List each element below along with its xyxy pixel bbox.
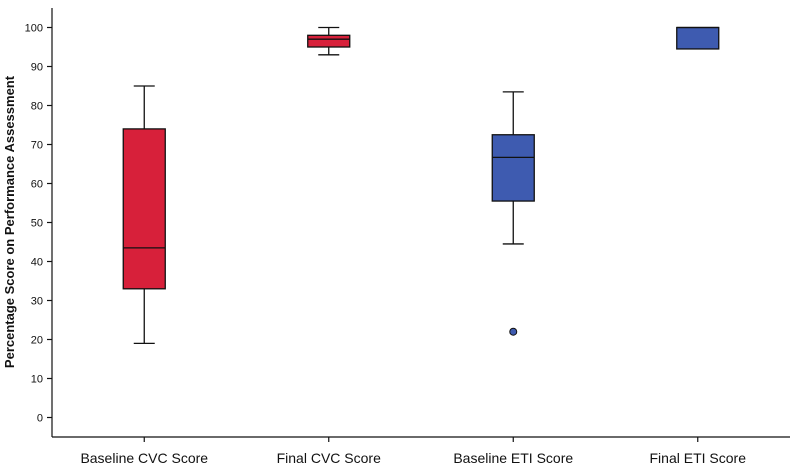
y-tick-label: 30	[31, 296, 43, 308]
x-tick-label: Final ETI Score	[650, 450, 747, 466]
y-tick-label: 40	[31, 257, 43, 269]
box-group	[491, 91, 535, 336]
y-tick-label: 10	[31, 374, 43, 386]
y-tick-label: 20	[31, 335, 43, 347]
y-tick-label: 100	[25, 23, 43, 35]
y-tick-label: 60	[31, 179, 43, 191]
box	[307, 34, 351, 48]
x-tick-label: Baseline ETI Score	[453, 450, 573, 466]
y-tick-label: 80	[31, 101, 43, 113]
y-axis-ticks: 0 10 20 30 40 50 60 70 80 90 100	[25, 23, 52, 425]
x-tick-label: Final CVC Score	[277, 450, 381, 466]
outlier-point	[509, 327, 518, 336]
box-group	[307, 26, 351, 56]
y-tick-label: 50	[31, 218, 43, 230]
box-group	[122, 85, 166, 345]
box	[122, 128, 166, 290]
box-group	[676, 26, 720, 50]
x-axis-labels: Baseline CVC Score Final CVC Score Baselin…	[80, 437, 746, 466]
box-series	[122, 26, 720, 345]
y-tick-label: 0	[37, 413, 43, 425]
x-tick-label: Baseline CVC Score	[80, 450, 208, 466]
box	[676, 26, 720, 50]
y-tick-label: 90	[31, 62, 43, 74]
box	[491, 134, 535, 202]
y-tick-label: 70	[31, 140, 43, 152]
y-axis-title: Percentage Score on Performance Assessme…	[2, 75, 17, 368]
